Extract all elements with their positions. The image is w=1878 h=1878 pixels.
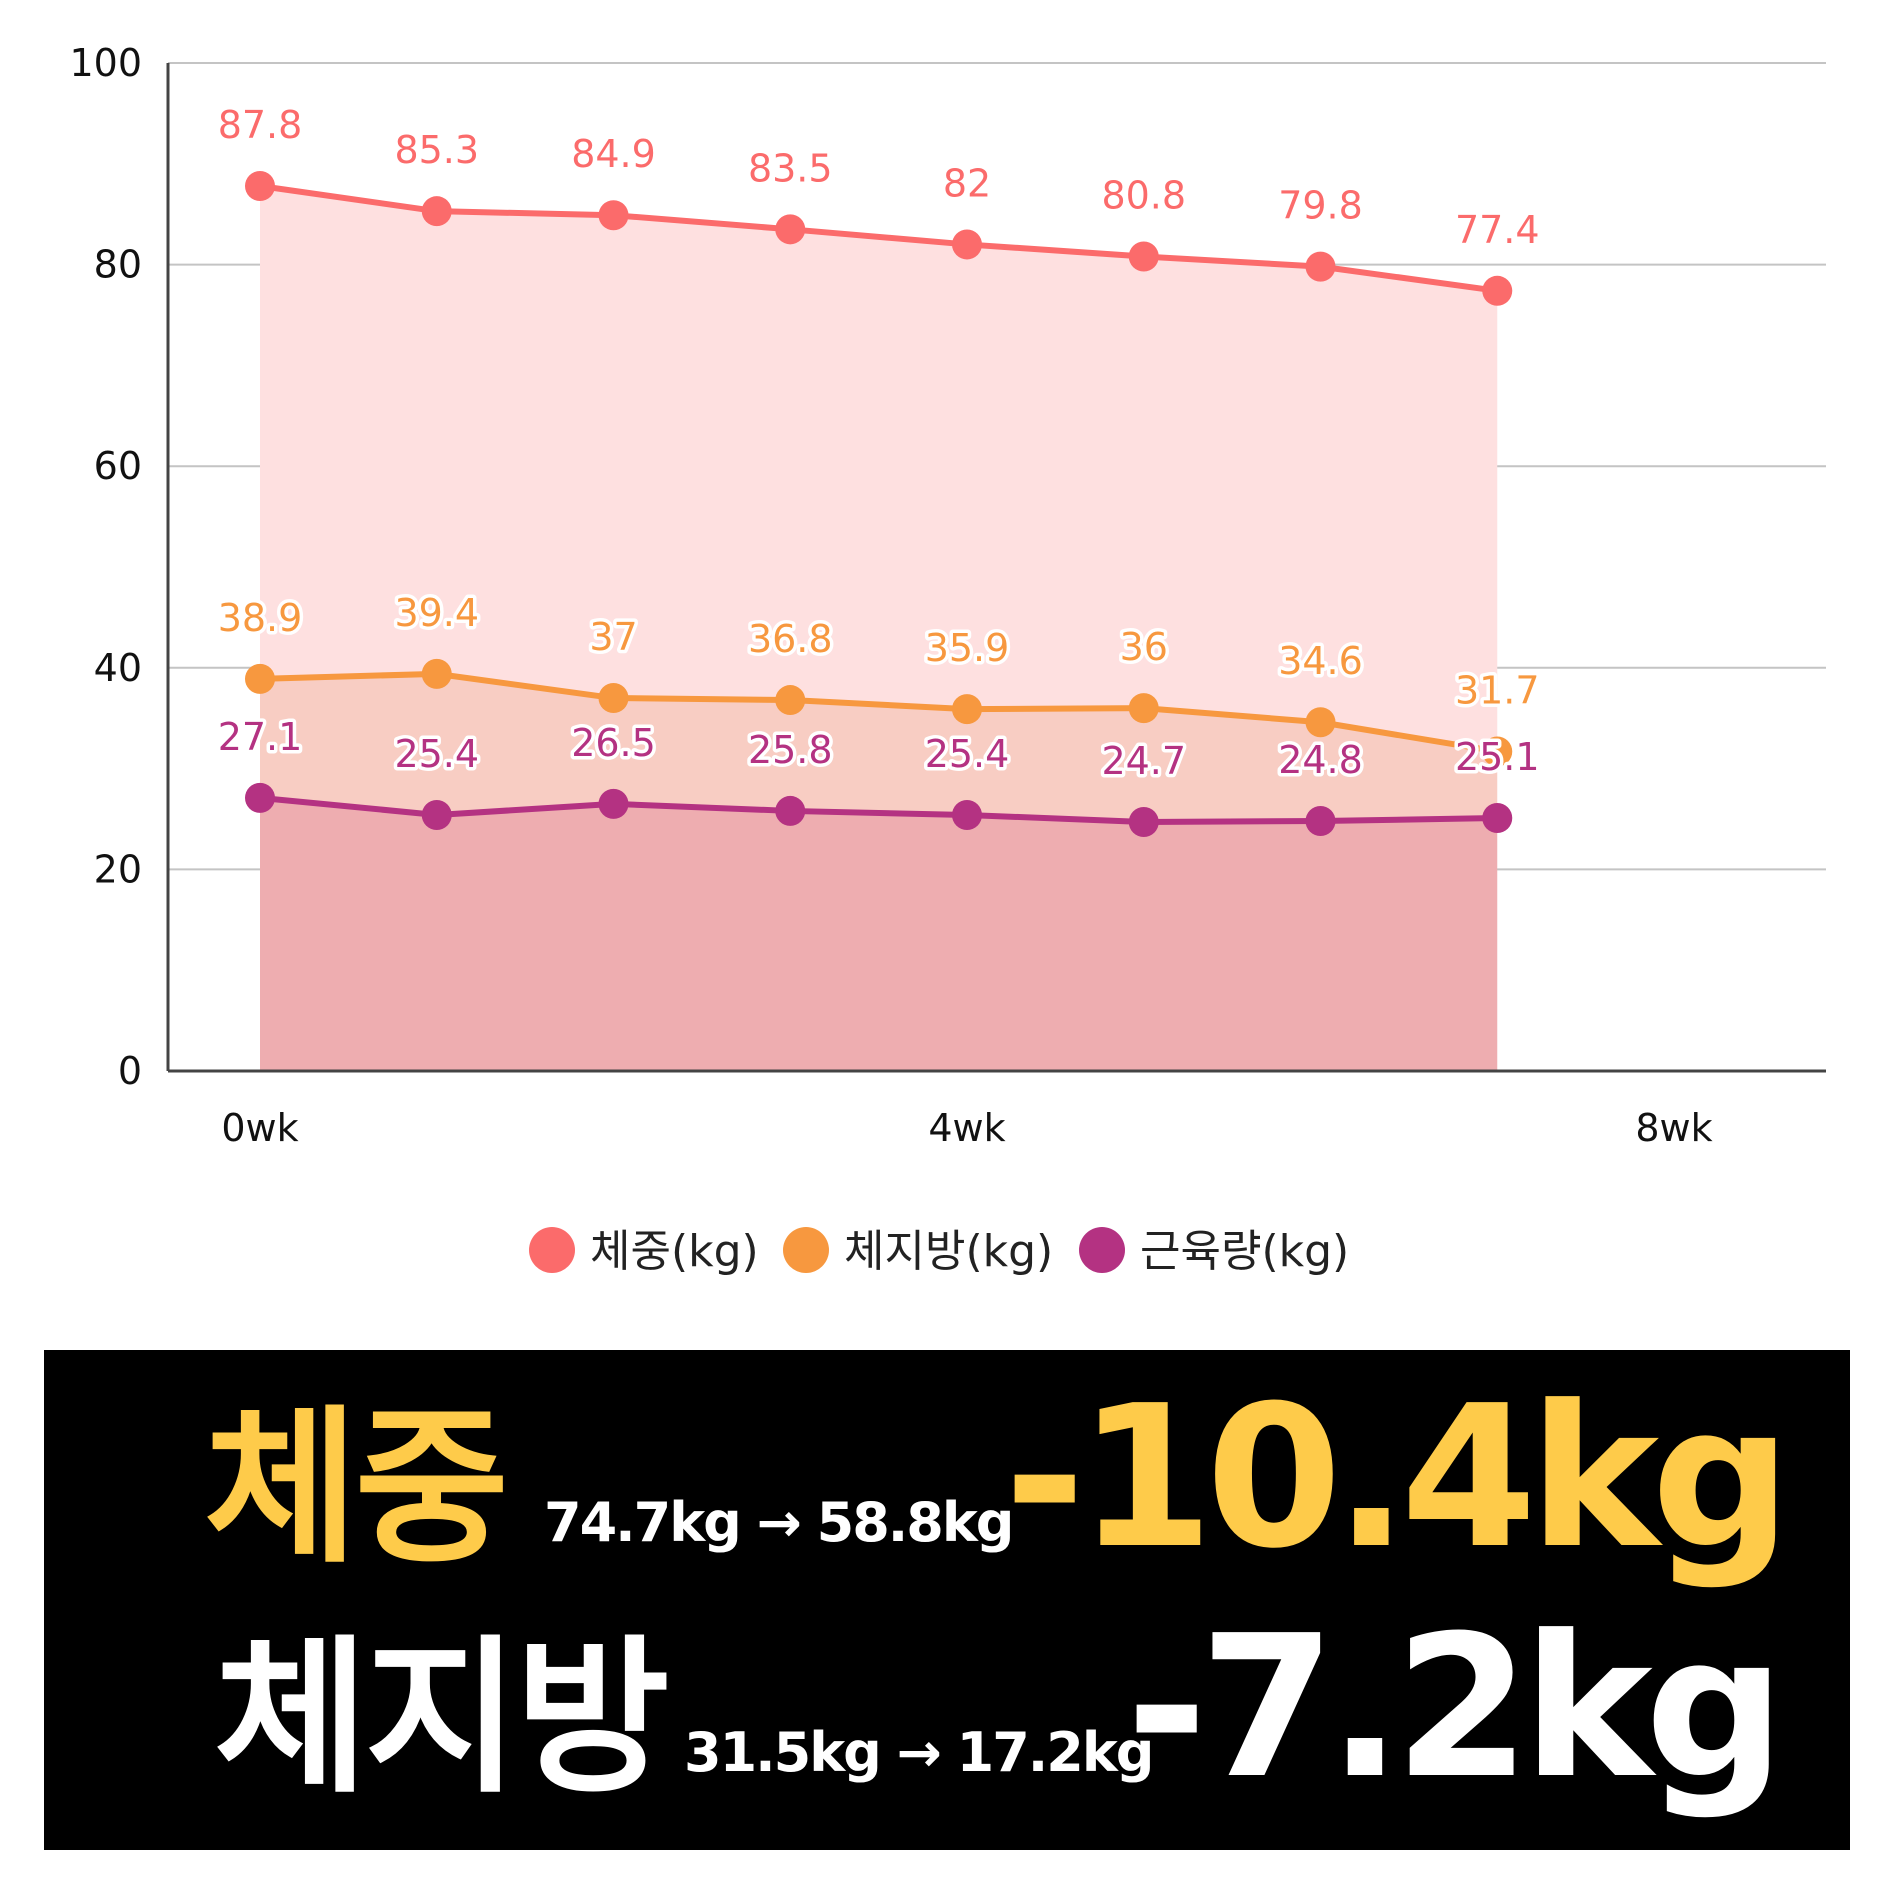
y-tick-label: 40 — [94, 646, 142, 690]
data-point-weight — [1482, 275, 1513, 306]
data-label-muscle: 24.8 — [1278, 738, 1363, 782]
data-label-weight: 77.4 — [1455, 208, 1540, 252]
data-point-fat — [1305, 707, 1336, 738]
data-point-weight — [1128, 241, 1159, 272]
data-point-fat — [598, 683, 629, 714]
area-muscle — [260, 797, 1498, 1071]
data-label-weight: 85.3 — [394, 128, 479, 172]
y-tick-label: 80 — [94, 243, 142, 287]
legend-marker-weight — [529, 1227, 575, 1273]
legend-marker-fat — [783, 1227, 829, 1273]
data-point-muscle — [245, 782, 275, 813]
data-label-weight: 87.8 — [218, 103, 303, 147]
data-label-muscle: 26.5 — [571, 721, 656, 765]
data-label-weight: 80.8 — [1101, 174, 1186, 218]
legend-label-fat: 체지방(kg) — [844, 1226, 1053, 1277]
legend-marker-muscle — [1079, 1227, 1125, 1273]
data-label-fat: 37 — [589, 615, 637, 659]
data-label-weight: 83.5 — [748, 146, 833, 190]
summary-panel: 체중 74.7kg → 58.8kg -10.4kg 체지방 31.5kg → … — [44, 1350, 1850, 1850]
data-point-muscle — [1305, 806, 1336, 837]
data-point-weight — [421, 196, 452, 227]
legend-label-muscle: 근육량(kg) — [1140, 1226, 1349, 1277]
x-tick-label: 4wk — [928, 1106, 1005, 1150]
weight-summary-label: 체중 — [204, 1390, 509, 1586]
weight-summary-range: 74.7kg → 58.8kg — [544, 1491, 1014, 1554]
series-line-fat — [259, 670, 1498, 755]
area-fat — [260, 673, 1498, 823]
data-label-weight: 84.9 — [571, 132, 656, 176]
data-point-fat — [421, 658, 452, 689]
fat-summary-delta: -7.2kg — [1126, 1594, 1785, 1822]
data-label-muscle: 25.4 — [394, 732, 479, 776]
data-label-fat: 36.8 — [748, 617, 833, 661]
data-point-fat — [245, 663, 275, 694]
data-label-weight: 82 — [943, 161, 991, 205]
y-tick-label: 60 — [94, 444, 142, 488]
data-point-weight — [245, 170, 275, 201]
data-point-fat — [952, 694, 982, 725]
line-chart: 0 20 40 60 80 100 0wk 4wk 8wk 87.8 85.3 84.9 83.5 82 8… — [69, 41, 1826, 1277]
area-weight — [260, 185, 1498, 752]
data-point-muscle — [598, 788, 629, 819]
y-tick-label: 20 — [94, 847, 142, 891]
data-point-fat — [1128, 693, 1159, 724]
data-point-muscle — [952, 799, 982, 830]
x-tick-label: 8wk — [1635, 1106, 1712, 1150]
data-point-fat — [1482, 736, 1513, 767]
data-point-muscle — [1482, 802, 1513, 833]
data-label-muscle: 25.8 — [748, 728, 833, 772]
series-line-weight — [259, 183, 1498, 294]
data-label-fat: 35.9 — [925, 626, 1010, 670]
data-point-muscle — [1128, 807, 1159, 838]
data-label-weight: 79.8 — [1278, 184, 1363, 228]
data-label-fat: 36 — [1120, 625, 1168, 669]
data-point-weight — [1305, 251, 1336, 282]
data-point-weight — [952, 229, 982, 260]
y-tick-label: 0 — [118, 1049, 142, 1093]
fat-summary-range: 31.5kg → 17.2kg — [684, 1721, 1154, 1784]
data-label-fat: 38.9 — [218, 596, 303, 640]
data-point-muscle — [421, 799, 452, 830]
data-label-muscle: 27.1 — [218, 715, 303, 759]
series-line-muscle — [259, 794, 1498, 826]
data-label-fat: 39.4 — [394, 591, 479, 635]
data-point-muscle — [775, 795, 806, 826]
y-tick-label: 100 — [69, 41, 142, 85]
data-label-fat: 31.7 — [1455, 668, 1540, 712]
weight-summary-delta: -10.4kg — [1004, 1364, 1792, 1592]
summary-row-fat: 체지방 31.5kg → 17.2kg -7.2kg — [44, 1600, 1850, 1820]
data-point-weight — [775, 214, 806, 245]
data-point-fat — [775, 685, 806, 716]
data-point-weight — [598, 200, 629, 231]
data-label-muscle: 25.4 — [925, 732, 1010, 776]
data-label-fat: 34.6 — [1278, 639, 1363, 683]
data-label-muscle: 24.7 — [1101, 739, 1186, 783]
x-tick-label: 0wk — [221, 1106, 298, 1150]
summary-row-weight: 체중 74.7kg → 58.8kg -10.4kg — [44, 1370, 1850, 1590]
legend-label-weight: 체중(kg) — [590, 1226, 759, 1277]
data-label-muscle: 25.1 — [1455, 735, 1540, 779]
fat-summary-label: 체지방 — [214, 1620, 670, 1816]
